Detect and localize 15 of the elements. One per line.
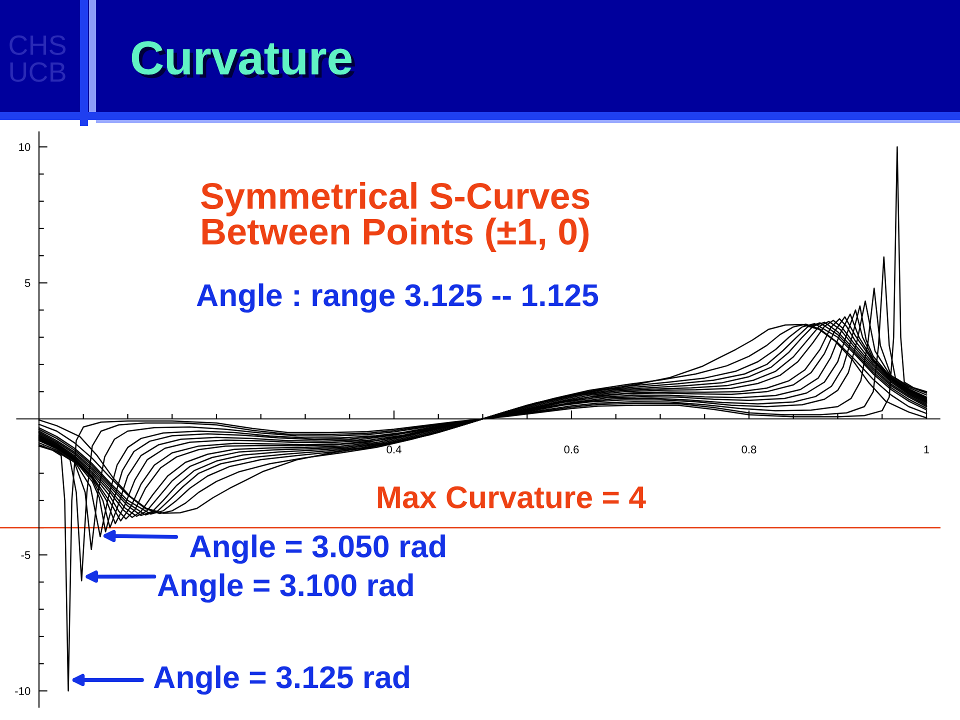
annotation: Angle = 3.125 rad: [154, 665, 409, 695]
y-tick-label: -5: [21, 551, 30, 560]
annotation: Angle = 3.100 rad: [158, 573, 413, 603]
annotation: Angle : range 3.125 -- 1.125: [196, 283, 598, 313]
x-tick-label: 0.4: [386, 446, 402, 454]
annotation: Angle = 3.050 rad: [190, 534, 446, 564]
text: Symmetrical S-Curves Between Points (±1, 0): [201, 182, 590, 252]
x-tick-label: 0.8: [742, 446, 756, 454]
x-tick-label: 0.6: [564, 446, 579, 454]
annotation: Max Curvature = 4: [378, 486, 646, 508]
x-tick-label: 1: [924, 446, 930, 454]
y-tick-label: 5: [24, 279, 30, 287]
chart-title: Curvature: [132, 41, 355, 78]
y-tick-label: -10: [15, 687, 30, 696]
y-tick-label: 10: [19, 143, 30, 151]
